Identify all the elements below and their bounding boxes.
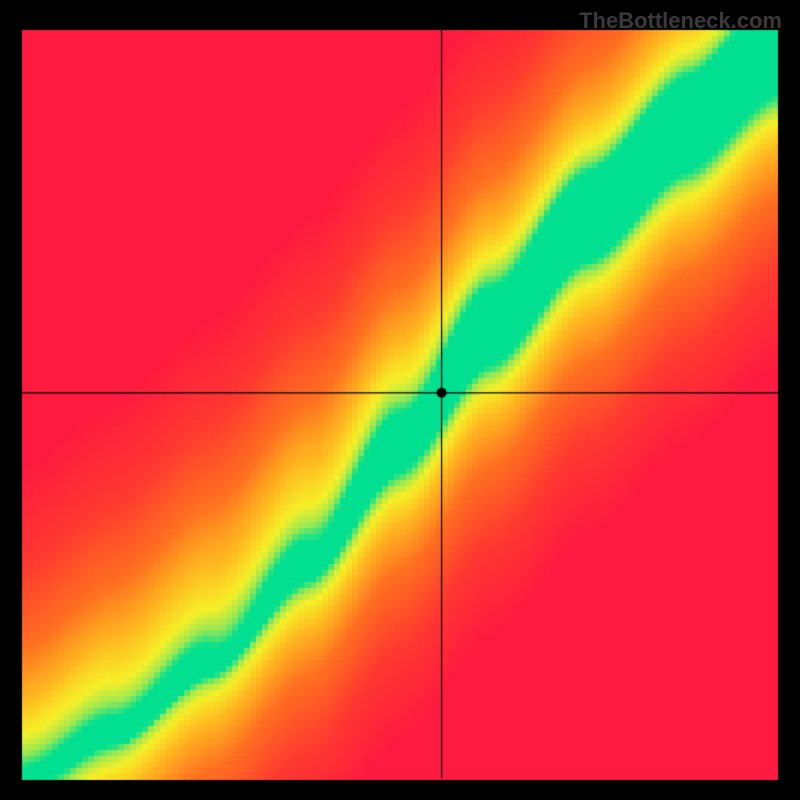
watermark-text: TheBottleneck.com [579, 8, 782, 34]
bottleneck-heatmap [0, 0, 800, 800]
chart-container: TheBottleneck.com [0, 0, 800, 800]
